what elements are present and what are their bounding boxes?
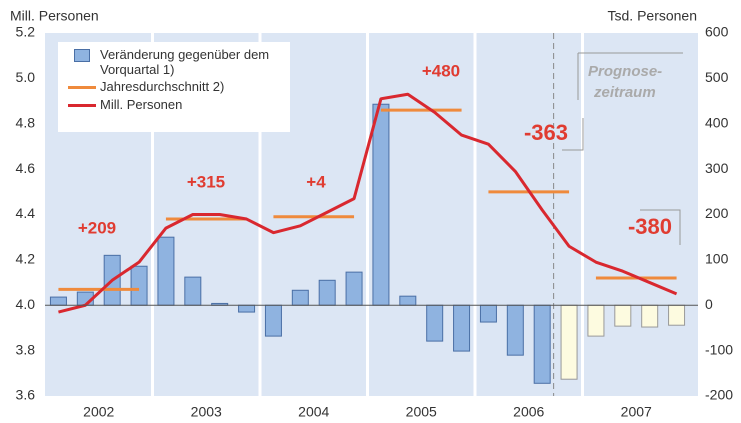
legend: Veränderung gegenüber dem Vorquartal 1) … [58, 42, 290, 132]
bar [157, 236, 175, 306]
y-tick-label: 3.8 [16, 341, 36, 357]
y-axis-title: Mill. Personen [10, 8, 99, 24]
bar [238, 304, 256, 313]
annotation: +315 [187, 172, 225, 191]
bar [641, 304, 659, 328]
x-tick-label: 2007 [621, 404, 652, 420]
x-tick-label: 2006 [513, 404, 544, 420]
y2-tick-label: 400 [705, 114, 729, 130]
bar [506, 304, 524, 356]
annotation: -380 [628, 214, 672, 239]
legend-label: Mill. Personen [100, 97, 183, 112]
y2-tick-label: 200 [705, 205, 729, 221]
annotation: -363 [524, 120, 568, 145]
y2-tick-label: 500 [705, 69, 729, 85]
x-tick-label: 2002 [83, 404, 114, 420]
y-tick-label: 4.8 [16, 114, 36, 130]
y2-tick-label: 300 [705, 160, 729, 176]
legend-label: Jahresdurchschnitt 2) [100, 79, 225, 94]
y-tick-label: 5.2 [16, 24, 36, 40]
y-tick-label: 4.0 [16, 296, 36, 312]
y2-tick-label: 0 [705, 296, 713, 312]
line [58, 92, 678, 314]
bar [49, 296, 67, 306]
bar [560, 304, 578, 380]
forecast-label: Prognose- [588, 63, 662, 80]
annotation-leader [640, 209, 681, 245]
y2-tick-label: 100 [705, 251, 729, 267]
x-tick-label: 2003 [191, 404, 222, 420]
legend-entry: Jahresdurchschnitt 2) [64, 79, 284, 95]
bar [587, 304, 605, 337]
bar [614, 304, 632, 327]
bar [345, 271, 363, 306]
y-tick-label: 4.6 [16, 160, 36, 176]
bar [479, 304, 497, 323]
annotation: +4 [306, 172, 326, 191]
x-tick-label: 2004 [298, 404, 329, 420]
x-tick-label: 2005 [406, 404, 437, 420]
bar [264, 304, 282, 337]
bar [372, 103, 390, 306]
bar [533, 304, 551, 384]
annotation: +209 [78, 218, 116, 237]
bar [184, 276, 202, 306]
annotation: +480 [422, 61, 460, 80]
annotation-leader [562, 118, 584, 151]
y-tick-label: 5.0 [16, 69, 36, 85]
y2-tick-label: 600 [705, 24, 729, 40]
bar [130, 265, 148, 306]
bar [318, 279, 336, 306]
legend-entry: Veränderung gegenüber dem Vorquartal 1) [64, 47, 284, 77]
bar [453, 304, 471, 352]
y-tick-label: 4.4 [16, 205, 36, 221]
y2-tick-label: -200 [705, 387, 733, 403]
y2-axis-title: Tsd. Personen [608, 8, 698, 24]
y2-tick-label: -100 [705, 341, 733, 357]
forecast-label: zeitraum [593, 84, 656, 101]
legend-entry: Mill. Personen [64, 97, 284, 113]
y-tick-label: 4.2 [16, 251, 36, 267]
bar [668, 304, 686, 326]
legend-label: Veränderung gegenüber dem Vorquartal 1) [100, 47, 270, 77]
bar [399, 295, 417, 306]
bar [291, 289, 309, 306]
bar [426, 304, 444, 342]
y-tick-label: 3.6 [16, 387, 36, 403]
